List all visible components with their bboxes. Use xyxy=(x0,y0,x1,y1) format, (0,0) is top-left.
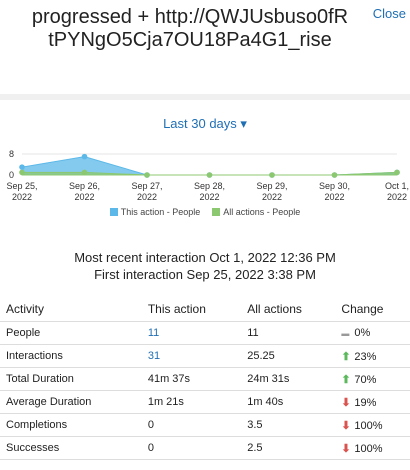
dropdown-arrow: ▾ xyxy=(240,116,247,131)
change-cell: ⬇ 100% xyxy=(335,413,410,437)
trend-icon: ⬆ xyxy=(341,373,351,386)
trend-icon: ▬ xyxy=(341,329,350,338)
change-value: 23% xyxy=(354,350,377,363)
x-tick-label: Sep 30, 2022 xyxy=(318,181,351,202)
change-cell: ⬆ 23% xyxy=(335,344,410,368)
data-point xyxy=(81,169,88,176)
table-cell: 41m 37s xyxy=(141,367,242,391)
table-cell: Average Duration xyxy=(0,390,142,414)
table-cell: Interactions xyxy=(0,344,142,368)
change-value: 100% xyxy=(354,442,383,455)
data-point xyxy=(394,169,400,176)
table-cell: Total Duration xyxy=(0,367,142,391)
table-cell: 11 xyxy=(241,321,336,345)
change-cell: ⬇ 100% xyxy=(335,436,410,460)
column-header: All actions xyxy=(241,297,336,322)
data-point xyxy=(81,153,88,160)
table-cell: 25.25 xyxy=(241,344,336,368)
stats-table: Activity This action All actions Change Peop… xyxy=(0,297,410,460)
column-header: This action xyxy=(141,297,242,322)
table-cell: People xyxy=(0,321,142,345)
data-point xyxy=(331,172,338,178)
legend: This action - People All actions - People xyxy=(0,207,410,218)
filter-label[interactable]: Last 30 days xyxy=(163,116,237,131)
x-tick-label: Sep 28, 2022 xyxy=(193,181,226,202)
table-cell: 0 xyxy=(141,413,242,437)
table-row: Average Duration 1m 21s 1m 40s ⬇ 19% xyxy=(0,390,410,414)
trend-icon: ⬆ xyxy=(341,350,351,363)
change-cell: ⬆ 70% xyxy=(335,367,410,391)
change-value: 70% xyxy=(354,373,377,386)
trend-icon: ⬇ xyxy=(341,442,351,455)
table-cell: 1m 40s xyxy=(241,390,336,414)
column-header: Activity xyxy=(0,297,142,322)
title: progressed + http://QWJUsbuso0fRtPYNgO5C… xyxy=(31,6,349,51)
x-tick-label: Sep 26, 2022 xyxy=(68,181,101,202)
table-row: Interactions 31 25.25 ⬆ 23% xyxy=(0,344,410,368)
column-header: Change xyxy=(335,297,410,322)
change-value: 0% xyxy=(354,327,371,339)
most-recent: Most recent interaction Oct 1, 2022 12:3… xyxy=(74,250,336,265)
data-point xyxy=(144,172,150,178)
change-value: 100% xyxy=(354,419,383,432)
trend-icon: ⬇ xyxy=(341,396,351,409)
table-row: People 11 11 ▬ 0% xyxy=(0,321,410,345)
change-cell: ⬇ 19% xyxy=(335,390,410,414)
table-row: Completions 0 3.5 ⬇ 100% xyxy=(0,413,410,437)
x-tick-label: Sep 25, 2022 xyxy=(6,181,38,202)
table-cell: 24m 31s xyxy=(241,367,336,391)
x-tick-label: Sep 27, 2022 xyxy=(131,181,163,202)
x-tick-label: Sep 29, 2022 xyxy=(256,181,288,202)
data-point xyxy=(206,172,213,178)
first-interaction: First interaction Sep 25, 2022 3:38 PM xyxy=(94,267,316,282)
table-cell: 0 xyxy=(141,436,242,460)
date-filter[interactable]: Last 30 days ▾ xyxy=(0,116,410,132)
close-button[interactable]: Close xyxy=(372,6,406,21)
y-tick-label: 8 xyxy=(9,149,14,159)
legend-label: This action - People xyxy=(120,207,201,217)
chart: 08 xyxy=(9,149,400,180)
table-cell: 3.5 xyxy=(241,413,336,437)
y-tick-label: 0 xyxy=(9,170,14,180)
data-point xyxy=(19,169,25,176)
table-cell[interactable]: 31 xyxy=(141,344,242,368)
table-row: Total Duration 41m 37s 24m 31s ⬆ 70% xyxy=(0,367,410,391)
legend-label: All actions - People xyxy=(223,207,301,217)
trend-icon: ⬇ xyxy=(341,419,351,432)
legend-swatch xyxy=(109,208,118,216)
data-point xyxy=(19,164,25,170)
table-cell: 2.5 xyxy=(241,436,336,460)
legend-item: All actions - People xyxy=(212,207,300,217)
x-tick-label: Oct 1, 2022 xyxy=(384,181,409,202)
table-cell: Completions xyxy=(0,413,142,437)
change-value: 19% xyxy=(354,396,377,409)
table-cell: Successes xyxy=(0,436,142,460)
legend-swatch xyxy=(212,208,221,216)
data-point xyxy=(269,172,275,178)
legend-item: This action - People xyxy=(109,207,201,217)
change-cell: ▬ 0% xyxy=(335,321,410,345)
table-cell[interactable]: 11 xyxy=(141,321,242,345)
table-row: Successes 0 2.5 ⬇ 100% xyxy=(0,436,410,460)
separator xyxy=(0,94,410,100)
table-cell: 1m 21s xyxy=(141,390,242,414)
